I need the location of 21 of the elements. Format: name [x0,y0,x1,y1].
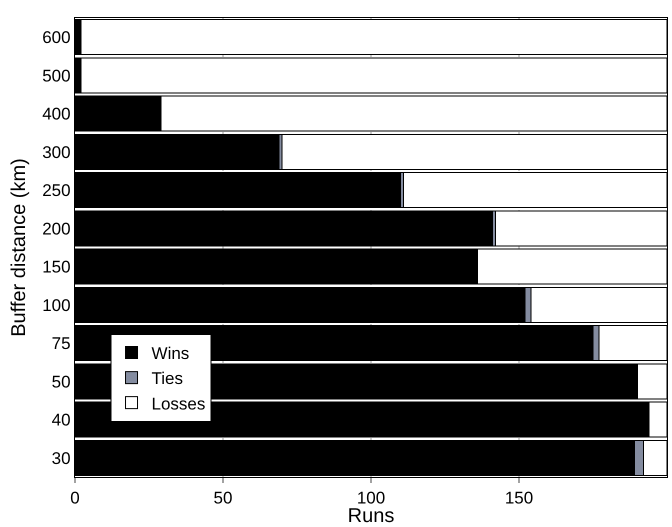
y-tick-label: 300 [42,142,71,162]
x-tick-label: 0 [70,488,80,508]
y-tick-label: 500 [42,66,71,86]
y-tick-label: 40 [52,410,71,430]
legend-label: Wins [152,344,190,364]
y-tick-label: 75 [52,334,71,354]
x-axis-title: Runs [348,505,394,527]
y-tick-label: 400 [42,104,71,124]
y-tick-label: 30 [52,448,71,468]
y-axis-title: Buffer distance (km) [8,158,30,337]
x-tick-label: 150 [504,488,534,508]
x-tick-label: 100 [356,488,386,508]
y-tick-label: 200 [42,219,71,238]
y-tick-label: 100 [42,296,71,315]
y-tick-label: 150 [42,258,71,277]
legend-label: Losses [152,394,206,414]
x-tick-label: 50 [214,488,232,508]
y-tick-label: 50 [52,372,71,392]
y-tick-label: 250 [42,181,71,200]
legend-label: Ties [152,369,184,388]
y-tick-label: 600 [42,28,71,48]
